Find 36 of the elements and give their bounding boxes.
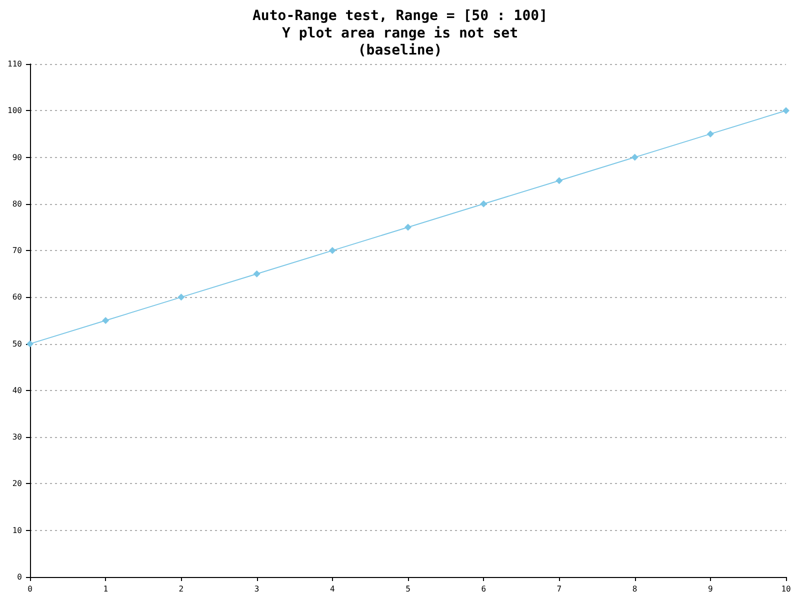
point: [404, 224, 412, 231]
point: [253, 270, 260, 278]
y-tick-label: 110: [8, 60, 22, 68]
y-tick-label: 0: [17, 572, 22, 582]
y-tick-label: 100: [8, 106, 22, 116]
y-tick-label: 30: [12, 432, 22, 442]
x-tick-label: 5: [406, 584, 411, 594]
y-tick-label: 40: [12, 386, 22, 395]
y-tick-label: 20: [12, 479, 22, 488]
y-tick-label: 60: [12, 292, 22, 302]
y-tick-label: 90: [12, 152, 22, 162]
point: [480, 200, 488, 208]
point: [328, 247, 336, 254]
x-tick-label: 7: [556, 584, 562, 594]
point: [556, 177, 563, 184]
point: [782, 107, 790, 114]
x-tick-label: 2: [178, 584, 184, 594]
x-tick-label: 9: [708, 584, 713, 594]
x-tick-label: 10: [781, 584, 791, 594]
x-tick-label: 4: [330, 584, 335, 594]
point: [102, 317, 110, 324]
x-tick-label: 1: [103, 584, 108, 594]
x-tick-label: 3: [254, 584, 260, 594]
x-tick-label: 0: [28, 584, 33, 594]
x-tick-label: 8: [632, 584, 638, 594]
y-tick-label: 80: [12, 199, 22, 208]
point: [706, 130, 714, 138]
point: [178, 294, 185, 301]
point: [631, 154, 638, 161]
point: [26, 340, 34, 348]
y-tick-label: 10: [12, 526, 22, 535]
y-tick-label: 50: [12, 339, 22, 348]
chart-subtitle: Y plot area range is not set (baseline): [282, 26, 518, 58]
x-tick-label: 6: [481, 584, 486, 594]
chart-title: Auto-Range test, Range = [50 : 100]: [252, 8, 548, 24]
y-tick-label: 70: [12, 246, 22, 256]
